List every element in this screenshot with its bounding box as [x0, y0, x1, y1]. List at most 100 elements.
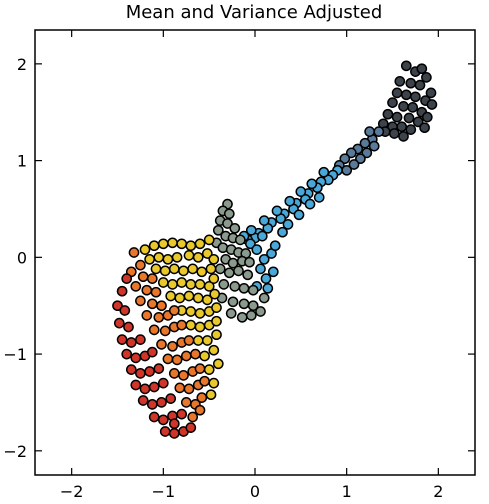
scatter-point — [162, 353, 174, 365]
scatter-point — [192, 335, 204, 346]
scatter-point — [277, 226, 288, 238]
scatter-point — [194, 279, 206, 290]
scatter-point — [185, 279, 197, 290]
scatter-point — [400, 89, 412, 101]
scatter-point — [162, 253, 174, 265]
scatter-point — [185, 319, 197, 331]
scatter-point — [176, 319, 188, 331]
scatter-point — [421, 111, 433, 123]
scatter-point — [318, 166, 330, 178]
scatter-point — [183, 290, 195, 302]
scatter-point — [148, 240, 160, 252]
scatter-point — [341, 164, 353, 176]
chart-title: Mean and Variance Adjusted — [126, 2, 383, 23]
scatter-point — [130, 281, 142, 292]
scatter-point — [251, 244, 263, 255]
scatter-point — [135, 295, 146, 307]
scatter-point — [121, 273, 133, 284]
y-tick-label: 1 — [17, 152, 27, 171]
scatter-point — [203, 281, 215, 292]
scatter-point — [258, 292, 270, 304]
scatter-point — [412, 116, 424, 128]
scatter-point — [382, 108, 394, 120]
scatter-point — [205, 263, 217, 275]
scatter-point — [185, 422, 197, 433]
scatter-point — [146, 298, 158, 310]
x-tick-label: 2 — [433, 482, 443, 501]
scatter-point — [135, 334, 146, 345]
scatter-point — [159, 426, 171, 437]
y-tick-label: 0 — [17, 248, 27, 267]
x-tick-label: −2 — [60, 482, 84, 501]
scatter-point — [295, 186, 307, 197]
scatter-point — [185, 306, 197, 317]
scatter-point — [203, 234, 215, 246]
scatter-point — [116, 334, 128, 345]
scatter-point — [247, 300, 259, 312]
scatter-point — [293, 209, 305, 221]
scatter-point — [227, 296, 239, 308]
scatter-point — [141, 310, 153, 321]
scatter-point — [156, 397, 167, 408]
scatter-point — [304, 198, 316, 210]
scatter-point — [113, 317, 125, 329]
scatter-point — [167, 237, 178, 249]
scatter-point — [174, 292, 186, 304]
scatter-point — [156, 300, 167, 312]
scatter-point — [208, 344, 220, 356]
scatter-point — [146, 399, 158, 410]
scatter-point — [150, 286, 162, 298]
scatter-point — [194, 308, 206, 319]
scatter-point — [157, 277, 169, 288]
scatter-point — [146, 346, 158, 358]
scatter-point — [414, 79, 426, 91]
scatter-point — [167, 279, 178, 290]
scatter-point — [190, 348, 201, 360]
scatter-point — [194, 404, 206, 416]
scatter-point — [398, 101, 409, 112]
scatter-point — [242, 269, 254, 281]
y-tick-label: 2 — [17, 55, 27, 74]
scatter-point — [260, 273, 272, 284]
scatter-point — [176, 238, 188, 250]
scatter-point — [405, 77, 417, 89]
scatter-point — [185, 240, 197, 252]
scatter-point — [159, 325, 171, 337]
scatter-point — [159, 265, 171, 277]
scatter-point — [178, 370, 189, 381]
scatter-points — [112, 60, 438, 439]
scatter-point — [421, 72, 432, 83]
scatter-point — [194, 321, 206, 333]
scatter-point — [391, 111, 403, 123]
scatter-point — [403, 112, 415, 124]
scatter-point — [168, 263, 180, 275]
scatter-point — [361, 147, 373, 159]
scatter-point — [212, 358, 224, 370]
scatter-point — [425, 87, 437, 99]
scatter-point — [156, 339, 167, 350]
scatter-point — [218, 279, 230, 290]
scatter-point — [144, 366, 155, 377]
scatter-point — [355, 153, 366, 165]
scatter-point — [339, 153, 351, 165]
scatter-point — [119, 305, 131, 316]
scatter-point — [153, 311, 165, 323]
scatter-point — [176, 277, 188, 288]
scatter-point — [284, 195, 296, 207]
scatter-point — [269, 240, 281, 252]
scatter-point — [178, 265, 189, 277]
scatter-point — [146, 273, 158, 284]
scatter-point — [128, 247, 140, 258]
scatter-point — [398, 131, 409, 142]
x-tick-label: 1 — [342, 482, 352, 501]
scatter-point — [211, 315, 222, 327]
y-tick-label: −2 — [3, 442, 27, 461]
scatter-point — [192, 251, 204, 263]
scatter-point — [394, 75, 406, 87]
scatter-point — [168, 428, 180, 439]
scatter-point — [148, 411, 160, 423]
axis-ticks — [35, 30, 475, 475]
scatter-point — [180, 397, 192, 408]
scatter-point — [199, 350, 210, 362]
